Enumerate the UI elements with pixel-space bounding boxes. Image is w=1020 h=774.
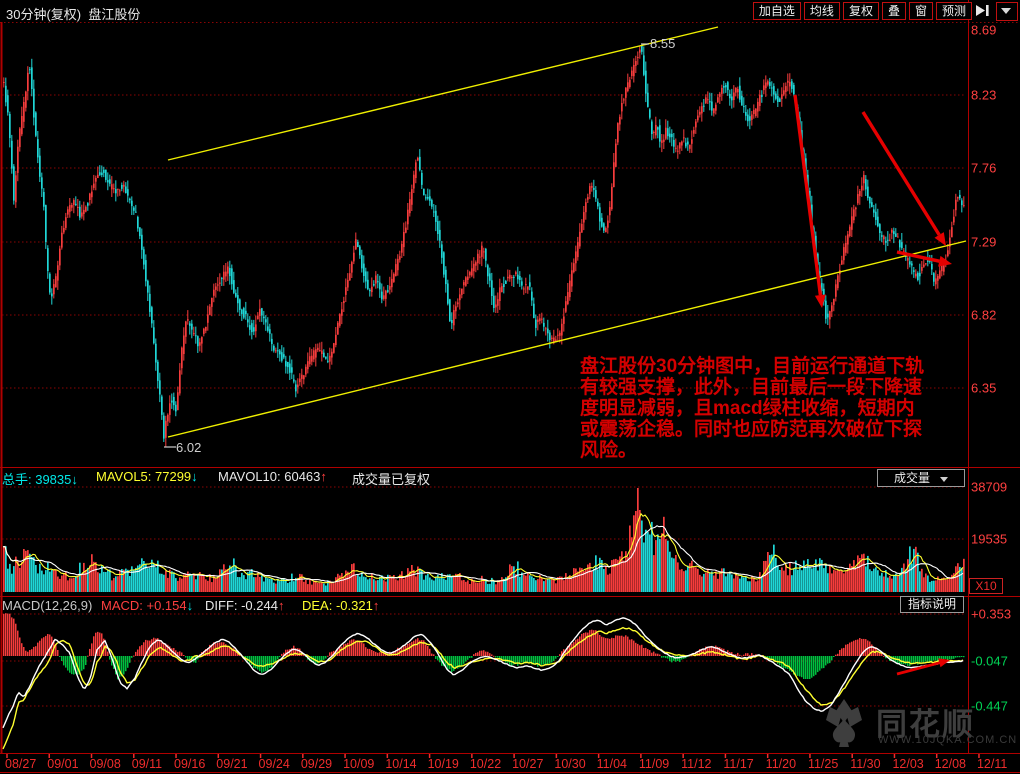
volume-multiplier-badge: X10 bbox=[969, 578, 1003, 594]
toolbar-buttons: 加自选 均线 复权叠窗预测 bbox=[752, 2, 972, 20]
date-label: 11/30 bbox=[850, 757, 881, 771]
toolbar-button-window[interactable]: 窗 bbox=[908, 2, 933, 20]
macd-axis-label: -0.447 bbox=[971, 698, 1008, 714]
vol-axis-label: 38709 bbox=[971, 479, 1008, 495]
date-label: 10/30 bbox=[554, 757, 586, 771]
up-arrow-icon: ↑ bbox=[320, 469, 327, 484]
analyst-annotation: 盘江股份30分钟图中，目前运行通道下轨有较强支撑，此外，目前最后一段下降速度明显… bbox=[580, 356, 925, 461]
macd-axis-label: +0.353 bbox=[971, 606, 1012, 622]
macd-params-label: MACD(12,26,9) bbox=[2, 598, 93, 613]
date-label: 10/19 bbox=[427, 757, 459, 771]
brand-logo-icon bbox=[826, 699, 862, 747]
toolbar-button-overlay[interactable]: 叠 bbox=[881, 2, 906, 20]
price-axis-label: 6.82 bbox=[971, 307, 997, 323]
date-label: 10/22 bbox=[469, 757, 502, 771]
date-label: 11/25 bbox=[807, 757, 839, 771]
toolbar-button-adjust-rights[interactable]: 复权 bbox=[842, 2, 879, 20]
date-axis: 08/27 09/01 09/08 09/11 09/16 09/21 09/24 09/29… bbox=[0, 757, 1020, 773]
low-price-tag: 6.02 bbox=[176, 440, 202, 455]
vol-axis-label: 19535 bbox=[971, 531, 1008, 547]
date-label: 09/08 bbox=[89, 757, 121, 771]
date-label: 11/09 bbox=[638, 757, 670, 771]
date-label: 10/09 bbox=[343, 757, 375, 771]
toolbar-button-forecast[interactable]: 预测 bbox=[935, 2, 972, 20]
indicator-help-button[interactable]: 指标说明 bbox=[900, 596, 964, 613]
diff-value-label: DIFF: -0.244↑ bbox=[205, 598, 285, 613]
price-axis-label: 8.69 bbox=[971, 22, 997, 38]
toolbar-button-add-watchlist[interactable]: 加自选 bbox=[752, 2, 801, 20]
date-label: 09/21 bbox=[216, 757, 248, 771]
date-label: 12/03 bbox=[892, 757, 924, 771]
date-label: 10/14 bbox=[385, 757, 417, 771]
date-label: 11/20 bbox=[765, 757, 797, 771]
date-label: 11/04 bbox=[596, 757, 627, 771]
price-axis-label: 7.29 bbox=[971, 234, 997, 250]
toolbar-dropdown-button[interactable] bbox=[996, 2, 1018, 21]
date-label: 11/12 bbox=[681, 757, 712, 771]
skip-to-end-button[interactable] bbox=[973, 2, 995, 21]
chevron-down-icon bbox=[1001, 8, 1011, 14]
brand-url: WWW.10JQKA.COM.CN bbox=[878, 734, 1018, 746]
date-label: 09/16 bbox=[174, 757, 206, 771]
mavol10-label: MAVOL10: 60463↑ bbox=[218, 469, 327, 484]
skip-to-end-icon bbox=[976, 5, 989, 16]
volume-total-label: 总手: 39835↓ bbox=[2, 472, 78, 487]
date-label: 09/01 bbox=[47, 757, 79, 771]
down-arrow-icon: ↓ bbox=[71, 472, 78, 487]
date-label: 08/27 bbox=[5, 757, 37, 771]
brand-name: 同花顺 bbox=[876, 707, 975, 742]
chart-title: 30分钟(复权) 盘江股份 bbox=[6, 7, 141, 22]
date-label: 09/29 bbox=[300, 757, 333, 771]
chevron-down-icon bbox=[940, 477, 948, 482]
high-price-tag: 8.55 bbox=[650, 36, 676, 51]
price-axis-label: 8.23 bbox=[971, 87, 997, 103]
toolbar-button-ma-lines[interactable]: 均线 bbox=[803, 2, 840, 20]
mavol5-label: MAVOL5: 77299↓ bbox=[96, 469, 198, 484]
date-label: 09/11 bbox=[131, 757, 163, 771]
down-arrow-icon: ↓ bbox=[186, 598, 194, 613]
dea-value-label: DEA: -0.321↑ bbox=[302, 598, 380, 613]
date-label: 12/11 bbox=[976, 757, 1008, 771]
date-label: 11/17 bbox=[723, 757, 754, 771]
price-axis-label: 7.76 bbox=[971, 160, 997, 176]
volume-adjusted-label: 成交量已复权 bbox=[352, 472, 431, 487]
toolbar: 30分钟(复权) 盘江股份 加自选 均线 复权叠窗预测 bbox=[0, 0, 1020, 22]
macd-axis-label: -0.047 bbox=[971, 653, 1008, 669]
date-label: 12/08 bbox=[934, 757, 966, 771]
macd-pane-header: MACD(12,26,9) MACD: +0.154↓ DIFF: -0.244… bbox=[0, 598, 960, 615]
down-arrow-icon: ↓ bbox=[191, 469, 198, 484]
macd-value-label: MACD: +0.154↓ bbox=[101, 598, 194, 613]
date-label: 10/27 bbox=[512, 757, 544, 771]
up-arrow-icon: ↑ bbox=[277, 598, 285, 613]
up-arrow-icon: ↑ bbox=[372, 598, 380, 613]
volume-indicator-selector[interactable]: 成交量 bbox=[877, 469, 965, 487]
volume-pane-header: 总手: 39835↓ MAVOL5: 77299↓ MAVOL10: 60463… bbox=[0, 469, 960, 487]
date-label: 09/24 bbox=[258, 757, 290, 771]
price-axis-label: 6.35 bbox=[971, 380, 997, 396]
